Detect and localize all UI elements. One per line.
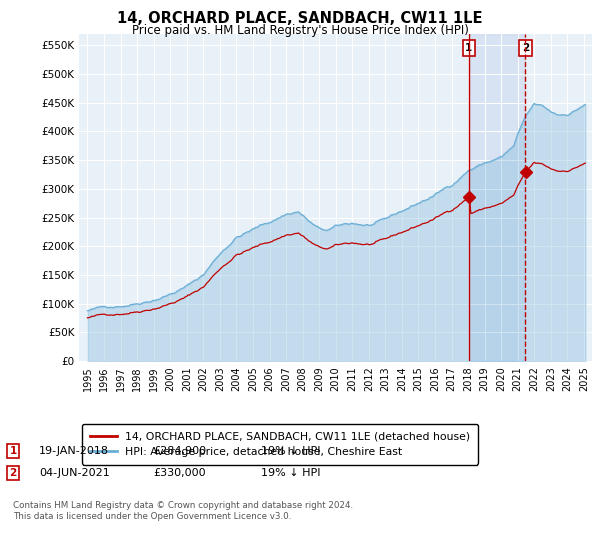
Text: Contains HM Land Registry data © Crown copyright and database right 2024.
This d: Contains HM Land Registry data © Crown c… [13, 501, 353, 521]
Text: 19-JAN-2018: 19-JAN-2018 [39, 446, 109, 456]
Text: 2: 2 [522, 43, 529, 53]
Text: £284,900: £284,900 [153, 446, 206, 456]
Text: 19% ↓ HPI: 19% ↓ HPI [261, 446, 320, 456]
Text: £330,000: £330,000 [153, 468, 206, 478]
Text: 1: 1 [10, 446, 17, 456]
Text: 04-JUN-2021: 04-JUN-2021 [39, 468, 110, 478]
Text: 1: 1 [465, 43, 473, 53]
Text: 2: 2 [10, 468, 17, 478]
Text: 14, ORCHARD PLACE, SANDBACH, CW11 1LE: 14, ORCHARD PLACE, SANDBACH, CW11 1LE [117, 11, 483, 26]
Text: Price paid vs. HM Land Registry's House Price Index (HPI): Price paid vs. HM Land Registry's House … [131, 24, 469, 36]
Legend: 14, ORCHARD PLACE, SANDBACH, CW11 1LE (detached house), HPI: Average price, deta: 14, ORCHARD PLACE, SANDBACH, CW11 1LE (d… [82, 424, 478, 465]
Text: 19% ↓ HPI: 19% ↓ HPI [261, 468, 320, 478]
